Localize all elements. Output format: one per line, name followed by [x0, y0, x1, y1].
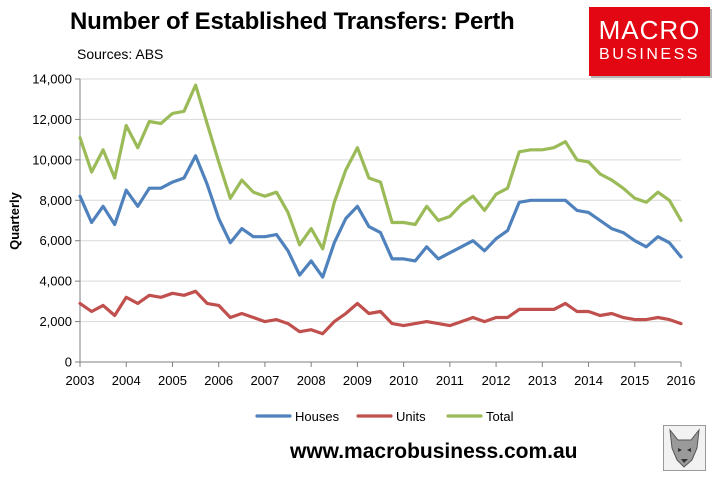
x-tick-label: 2014	[574, 373, 603, 388]
y-tick-label: 0	[65, 355, 72, 370]
legend-label-houses: Houses	[295, 409, 340, 424]
x-tick-label: 2013	[528, 373, 557, 388]
x-tick-label: 2003	[66, 373, 95, 388]
chart-title: Number of Established Transfers: Perth	[70, 8, 515, 35]
y-tick-label: 6,000	[39, 233, 72, 248]
y-tick-label: 10,000	[32, 152, 72, 167]
x-tick-label: 2008	[297, 373, 326, 388]
logo-line-1: MACRO	[598, 15, 701, 45]
macrobusiness-logo: MACRO BUSINESS	[589, 7, 710, 76]
x-tick-label: 2009	[343, 373, 372, 388]
legend-label-units: Units	[396, 409, 426, 424]
y-tick-label: 8,000	[39, 193, 72, 208]
wolf-head-icon	[663, 425, 706, 471]
series-line-units	[78, 289, 683, 336]
logo-line-2: BUSINESS	[599, 46, 700, 63]
y-axis-title: Quarterly	[7, 191, 22, 250]
x-tick-label: 2005	[158, 373, 187, 388]
series-line-houses	[78, 154, 683, 279]
series-line-total	[78, 83, 683, 251]
y-tick-label: 14,000	[32, 72, 72, 87]
x-tick-label: 2012	[482, 373, 511, 388]
x-tick-label: 2006	[204, 373, 233, 388]
axes	[75, 78, 682, 367]
gridlines	[80, 78, 681, 323]
x-tick-label: 2010	[389, 373, 418, 388]
x-tick-label: 2007	[250, 373, 279, 388]
y-tick-label: 4,000	[39, 274, 72, 289]
x-tick-label: 2016	[667, 373, 696, 388]
x-tick-label: 2004	[112, 373, 141, 388]
x-tick-label: 2015	[620, 373, 649, 388]
legend: Houses Units Total	[255, 409, 514, 424]
y-tick-label: 12,000	[32, 112, 72, 127]
chart-sources: Sources: ABS	[77, 46, 164, 62]
legend-label-total: Total	[486, 409, 514, 424]
x-tick-label: 2011	[436, 373, 464, 388]
series-lines	[78, 83, 683, 336]
website-url: www.macrobusiness.com.au	[290, 440, 578, 463]
y-tick-label: 2,000	[39, 314, 72, 329]
tick-labels: 0 2,000 4,000 6,000 8,000 10,000 12,000 14,000 2…	[32, 72, 695, 389]
